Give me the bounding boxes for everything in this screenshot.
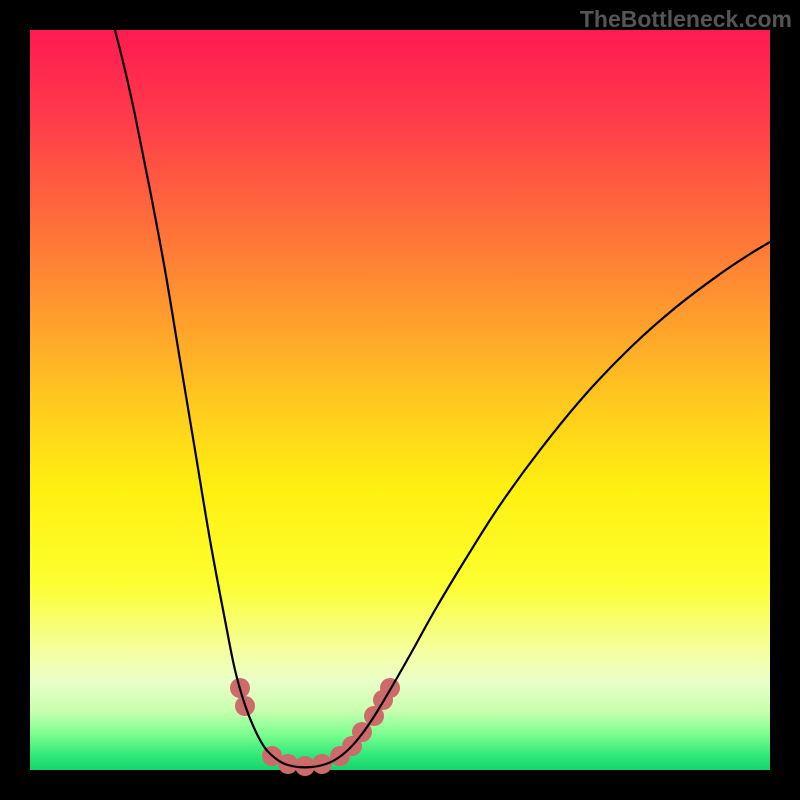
curve-svg (30, 30, 770, 770)
watermark-text: TheBottleneck.com (580, 6, 792, 33)
main-curve-path (115, 30, 770, 767)
markers-group (230, 678, 400, 776)
plot-area (30, 30, 770, 770)
